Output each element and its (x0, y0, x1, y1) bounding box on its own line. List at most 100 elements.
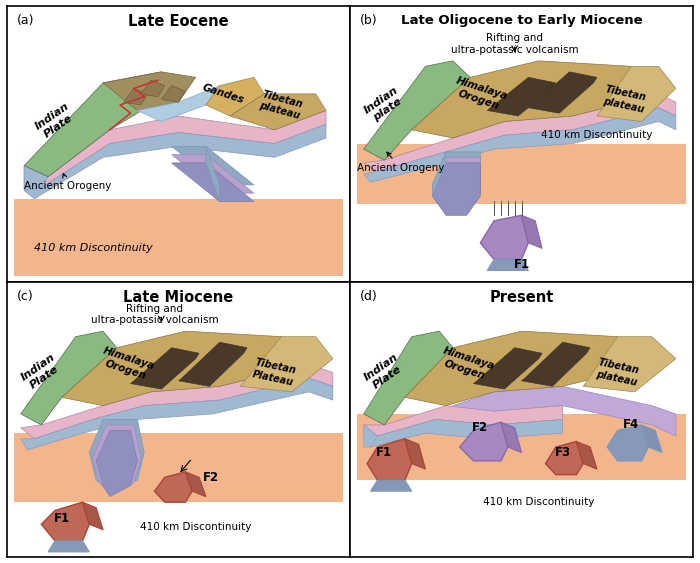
Polygon shape (522, 342, 590, 386)
Text: F2: F2 (202, 471, 218, 484)
Polygon shape (364, 405, 563, 436)
Polygon shape (522, 215, 542, 248)
Text: Late Miocene: Late Miocene (123, 290, 234, 305)
Polygon shape (487, 260, 528, 270)
Polygon shape (186, 472, 206, 497)
Polygon shape (433, 152, 480, 204)
Polygon shape (178, 342, 247, 386)
Polygon shape (124, 88, 148, 105)
Text: Late Eocene: Late Eocene (128, 14, 229, 29)
Text: (d): (d) (360, 290, 378, 303)
Polygon shape (460, 422, 508, 461)
Polygon shape (103, 72, 196, 110)
Polygon shape (161, 86, 186, 102)
Polygon shape (641, 425, 662, 453)
Polygon shape (230, 94, 326, 129)
Polygon shape (206, 77, 265, 116)
Polygon shape (364, 61, 470, 160)
Polygon shape (433, 157, 480, 210)
Polygon shape (528, 72, 597, 113)
Text: Late Oligocene to Early Miocene: Late Oligocene to Early Miocene (400, 14, 643, 27)
Text: Rifting and
ultra-potassic volcanism: Rifting and ultra-potassic volcanism (451, 33, 578, 55)
Polygon shape (21, 378, 333, 450)
Polygon shape (24, 110, 326, 187)
Polygon shape (608, 425, 648, 461)
Text: 410 km Discontinuity: 410 km Discontinuity (483, 497, 594, 507)
Text: F2: F2 (473, 421, 489, 434)
Polygon shape (433, 163, 480, 215)
Polygon shape (172, 155, 254, 193)
Polygon shape (357, 414, 686, 480)
Polygon shape (14, 434, 343, 502)
Polygon shape (364, 425, 377, 447)
Polygon shape (357, 144, 686, 204)
Text: F3: F3 (554, 446, 570, 459)
Polygon shape (480, 215, 528, 260)
Polygon shape (141, 80, 164, 97)
Text: Tibetan
plateau: Tibetan plateau (602, 84, 647, 114)
Text: Tibetan
plateau: Tibetan plateau (258, 89, 304, 121)
Polygon shape (24, 72, 178, 177)
Polygon shape (24, 124, 326, 199)
Polygon shape (41, 502, 90, 541)
Text: F4: F4 (623, 418, 639, 431)
Text: (a): (a) (18, 14, 35, 27)
Text: Indian
Plate: Indian Plate (362, 352, 407, 392)
Polygon shape (412, 61, 659, 138)
Text: Gandes: Gandes (201, 82, 245, 105)
Polygon shape (206, 146, 220, 202)
Text: Tibetan
plateau: Tibetan plateau (595, 358, 640, 387)
Polygon shape (453, 386, 676, 436)
Polygon shape (405, 439, 426, 469)
Text: Indian
Plate: Indian Plate (33, 101, 77, 142)
Text: F1: F1 (376, 446, 393, 459)
Polygon shape (405, 331, 652, 405)
Polygon shape (90, 419, 144, 491)
Polygon shape (24, 166, 48, 190)
Text: (b): (b) (360, 14, 378, 27)
Polygon shape (473, 348, 542, 389)
Polygon shape (487, 77, 556, 116)
Polygon shape (583, 337, 676, 392)
Polygon shape (545, 441, 583, 475)
Polygon shape (21, 331, 117, 425)
Text: F1: F1 (513, 258, 530, 271)
Polygon shape (172, 163, 254, 202)
Text: Ancient Orogeny: Ancient Orogeny (357, 152, 444, 173)
Polygon shape (370, 480, 412, 491)
Polygon shape (240, 337, 333, 392)
Polygon shape (130, 348, 199, 389)
Polygon shape (433, 152, 446, 196)
Text: Indian
plate: Indian plate (362, 85, 407, 125)
Polygon shape (367, 439, 412, 480)
Text: Indian
Plate: Indian Plate (19, 352, 64, 392)
Text: Rifting and
ultra-potassic volcanism: Rifting and ultra-potassic volcanism (91, 303, 218, 325)
Polygon shape (96, 431, 137, 497)
Polygon shape (364, 108, 676, 182)
Polygon shape (83, 502, 103, 530)
Text: Present: Present (489, 290, 554, 305)
Text: 410 km Discontinuity: 410 km Discontinuity (34, 243, 153, 253)
Polygon shape (48, 541, 90, 552)
Polygon shape (14, 199, 343, 276)
Polygon shape (364, 331, 453, 425)
Text: 410 km Discontinuity: 410 km Discontinuity (541, 130, 652, 140)
Polygon shape (21, 364, 333, 439)
Text: F1: F1 (54, 512, 70, 525)
Text: Himalaya
Orogen: Himalaya Orogen (98, 346, 156, 383)
Polygon shape (155, 472, 192, 502)
Polygon shape (172, 146, 254, 185)
Polygon shape (501, 422, 522, 453)
Polygon shape (364, 94, 676, 171)
Polygon shape (92, 425, 141, 494)
Text: Tibetan
Plateau: Tibetan Plateau (252, 358, 298, 387)
Text: 410 km Discontinuity: 410 km Discontinuity (140, 522, 251, 532)
Polygon shape (576, 441, 597, 469)
Text: Ancient Orogeny: Ancient Orogeny (24, 173, 111, 191)
Polygon shape (597, 66, 676, 122)
Text: Himalaya
Orogen: Himalaya Orogen (438, 346, 496, 383)
Text: Himalaya
Orogen: Himalaya Orogen (452, 75, 509, 113)
Polygon shape (364, 419, 563, 447)
Polygon shape (137, 86, 220, 122)
Text: (c): (c) (18, 290, 34, 303)
